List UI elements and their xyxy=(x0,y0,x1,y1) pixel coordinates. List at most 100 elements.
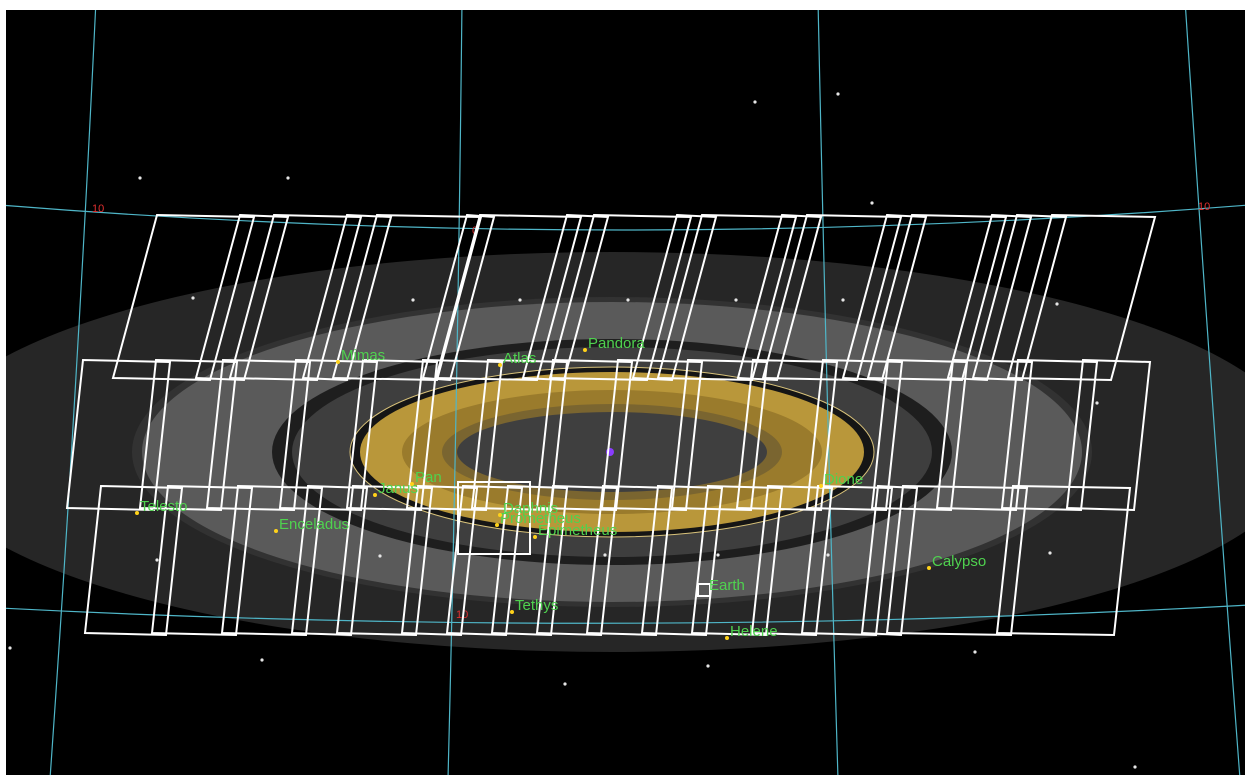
footprint-mid-11 xyxy=(735,358,839,512)
footprint-mid-14 xyxy=(935,358,1034,512)
footprint-top-3 xyxy=(228,213,363,382)
grid-tick-left: 10 xyxy=(92,203,104,215)
moon-label-pan: Pan xyxy=(410,469,442,486)
star-6 xyxy=(191,296,195,300)
footprint-mid-12 xyxy=(805,358,904,512)
image-frame: 10 10 0 10 Pandora Atlas Janus Telesto Enceladu… xyxy=(6,10,1245,775)
star-9 xyxy=(626,298,630,302)
footprint-top-10 xyxy=(631,213,718,382)
pandora-name: Pandora xyxy=(588,335,645,352)
star-20 xyxy=(706,664,710,668)
footprint-top-14 xyxy=(841,213,928,382)
moon-label-dione: Dione xyxy=(819,471,863,488)
camera-footprints xyxy=(65,213,1157,637)
pandora-marker xyxy=(583,348,587,352)
footprint-bottom-16 xyxy=(885,484,1029,637)
footprint-bottom-13 xyxy=(750,484,834,637)
star-5 xyxy=(870,201,874,205)
footprint-bottom-5 xyxy=(335,484,434,637)
footprint-top-12 xyxy=(736,213,823,382)
dione-name: Dione xyxy=(824,471,863,488)
mimas-name: Mimas xyxy=(341,347,385,364)
star-2 xyxy=(836,92,840,96)
telesto-name: Telesto xyxy=(140,498,188,515)
enceladus-name: Enceladus xyxy=(279,516,349,533)
moon-label-prometheus: Prometheus xyxy=(495,510,581,527)
background-stars xyxy=(8,92,1137,769)
star-3 xyxy=(138,176,142,180)
star-4 xyxy=(286,176,290,180)
footprint-mid-16 xyxy=(1065,358,1152,512)
footprint-mid-3 xyxy=(205,358,312,512)
tethys-name: Tethys xyxy=(515,597,558,614)
footprint-top-7 xyxy=(434,213,583,382)
telesto-marker xyxy=(135,511,139,515)
star-18 xyxy=(260,658,264,662)
moon-label-enceladus: Enceladus xyxy=(274,516,349,533)
footprint-mid-4 xyxy=(278,358,379,512)
calypso-marker xyxy=(927,566,931,570)
footprint-top-13 xyxy=(761,213,903,382)
footprint-bottom-11 xyxy=(640,484,724,637)
prometheus-name: Prometheus xyxy=(500,510,581,527)
moon-label-janus: Janus xyxy=(373,480,418,497)
star-7 xyxy=(411,298,415,302)
footprint-bottom-15 xyxy=(860,484,919,637)
atlas-name: Atlas xyxy=(503,350,536,367)
footprint-mid-8 xyxy=(535,358,634,512)
footprint-top-18 xyxy=(1006,213,1157,382)
star-16 xyxy=(826,553,830,557)
grid-meridian-2 xyxy=(447,10,463,775)
footprint-top-1 xyxy=(111,213,256,382)
footprint-closeup xyxy=(457,481,531,555)
footprint-mid-2 xyxy=(138,358,239,512)
pan-name: Pan xyxy=(415,469,442,486)
star-25 xyxy=(378,554,382,558)
footprint-bottom-10 xyxy=(585,484,674,637)
star-23 xyxy=(1133,765,1137,769)
janus-name: Janus xyxy=(378,480,418,497)
moon-label-epimetheus: Epimetheus xyxy=(533,522,617,539)
star-19 xyxy=(563,682,567,686)
epimetheus-name: Epimetheus xyxy=(538,522,617,539)
footprint-top-15 xyxy=(866,213,1008,382)
footprint-mid-9 xyxy=(600,358,704,512)
dione-marker xyxy=(819,484,823,488)
star-1 xyxy=(753,100,757,104)
grid-meridian-1 xyxy=(49,10,97,775)
earth-name: Earth xyxy=(709,577,745,594)
grid-parallel-2 xyxy=(6,604,1245,624)
prometheus-marker xyxy=(495,523,499,527)
star-12 xyxy=(1055,302,1059,306)
footprint-bottom-1 xyxy=(83,484,184,637)
footprint-mid-13 xyxy=(870,358,969,512)
star-14 xyxy=(155,558,159,562)
star-17 xyxy=(716,553,720,557)
footprint-bottom-17 xyxy=(995,484,1132,637)
star-24 xyxy=(603,553,607,557)
grid-tick-lower: 10 xyxy=(456,609,468,621)
moon-label-earth: Earth xyxy=(697,577,745,597)
mimas-marker xyxy=(336,360,340,364)
footprint-bottom-8 xyxy=(490,484,569,637)
footprint-bottom-2 xyxy=(150,484,254,637)
star-22 xyxy=(8,646,12,650)
footprint-mid-15 xyxy=(1000,358,1099,512)
footprint-top-17 xyxy=(971,213,1068,382)
body-labels: Pandora Atlas Janus Telesto Enceladus Prometh… xyxy=(135,335,986,640)
moon-label-calypso: Calypso xyxy=(927,553,986,570)
grid-meridian-4 xyxy=(1185,10,1241,775)
footprint-top-2 xyxy=(194,213,290,382)
moon-label-tethys: Tethys xyxy=(510,597,558,614)
epimetheus-marker xyxy=(533,535,537,539)
tethys-marker xyxy=(510,610,514,614)
moon-label-daphnis: Daphnis xyxy=(498,500,558,517)
footprint-top-9 xyxy=(548,213,693,382)
moon-label-mimas: Mimas xyxy=(336,347,385,364)
earth-icon xyxy=(697,583,711,597)
moon-label-atlas: Atlas xyxy=(498,350,536,367)
footprint-top-11 xyxy=(656,213,798,382)
calypso-name: Calypso xyxy=(932,553,986,570)
